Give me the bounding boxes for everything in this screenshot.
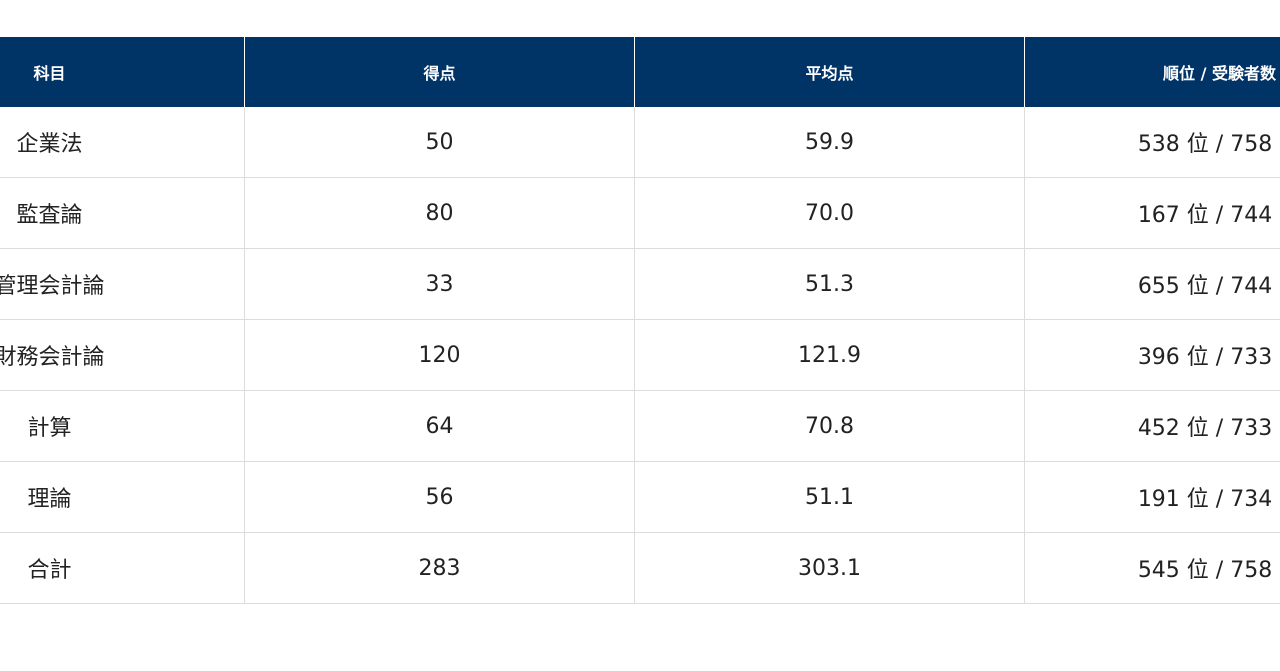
score-table-header: 科目 得点 平均点 順位 / 受験者数 [0, 37, 1280, 107]
average-cell: 121.9 [634, 319, 1025, 391]
rank-cell: 452 位 / 733 人 [1024, 390, 1280, 462]
header-average: 平均点 [634, 37, 1025, 107]
rank-text: 167 位 / 744 人 [1137, 203, 1280, 228]
average-cell: 51.3 [634, 248, 1025, 320]
rank-text: 538 位 / 758 人 [1137, 132, 1280, 157]
rank-text: 452 位 / 733 人 [1137, 416, 1280, 441]
score-cell: 80 [244, 177, 635, 249]
subject-cell: 財務会計論 [0, 319, 245, 391]
subject-cell: 監査論 [0, 177, 245, 249]
rank-cell: 396 位 / 733 人 [1024, 319, 1280, 391]
score-cell: 50 [244, 107, 635, 178]
score-cell: 33 [244, 248, 635, 320]
table-row: 合計 283 303.1 545 位 / 758 人 [0, 532, 1280, 604]
average-cell: 303.1 [634, 532, 1025, 604]
rank-cell: 538 位 / 758 人 [1024, 107, 1280, 178]
table-row: 管理会計論 33 51.3 655 位 / 744 人 [0, 248, 1280, 320]
header-rank: 順位 / 受験者数 [1024, 37, 1280, 107]
rank-cell: 167 位 / 744 人 [1024, 177, 1280, 249]
table-row: 監査論 80 70.0 167 位 / 744 人 [0, 177, 1280, 249]
table-row: 財務会計論 120 121.9 396 位 / 733 人 [0, 319, 1280, 391]
average-cell: 70.8 [634, 390, 1025, 462]
score-cell: 56 [244, 461, 635, 533]
score-table-body: 企業法 50 59.9 538 位 / 758 人 監査論 80 70.0 16… [0, 107, 1280, 604]
score-cell: 283 [244, 532, 635, 604]
average-cell: 59.9 [634, 107, 1025, 178]
average-cell: 51.1 [634, 461, 1025, 533]
average-cell: 70.0 [634, 177, 1025, 249]
header-row: 科目 得点 平均点 順位 / 受験者数 [0, 37, 1280, 107]
rank-text: 545 位 / 758 人 [1137, 558, 1280, 583]
rank-text: 191 位 / 734 人 [1137, 487, 1280, 512]
rank-text: 655 位 / 744 人 [1137, 274, 1280, 299]
header-subject: 科目 [0, 37, 245, 107]
subject-cell: 理論 [0, 461, 245, 533]
subject-cell: 管理会計論 [0, 248, 245, 320]
header-score: 得点 [244, 37, 635, 107]
table-row: 計算 64 70.8 452 位 / 733 人 [0, 390, 1280, 462]
score-cell: 120 [244, 319, 635, 391]
score-cell: 64 [244, 390, 635, 462]
rank-text: 396 位 / 733 人 [1137, 345, 1280, 370]
table-row: 理論 56 51.1 191 位 / 734 人 [0, 461, 1280, 533]
subject-cell: 計算 [0, 390, 245, 462]
rank-cell: 655 位 / 744 人 [1024, 248, 1280, 320]
rank-cell: 191 位 / 734 人 [1024, 461, 1280, 533]
score-table: 科目 得点 平均点 順位 / 受験者数 企業法 50 59.9 538 位 / … [0, 37, 1280, 604]
subject-cell: 合計 [0, 532, 245, 604]
subject-cell: 企業法 [0, 107, 245, 178]
rank-cell: 545 位 / 758 人 [1024, 532, 1280, 604]
table-row: 企業法 50 59.9 538 位 / 758 人 [0, 107, 1280, 178]
